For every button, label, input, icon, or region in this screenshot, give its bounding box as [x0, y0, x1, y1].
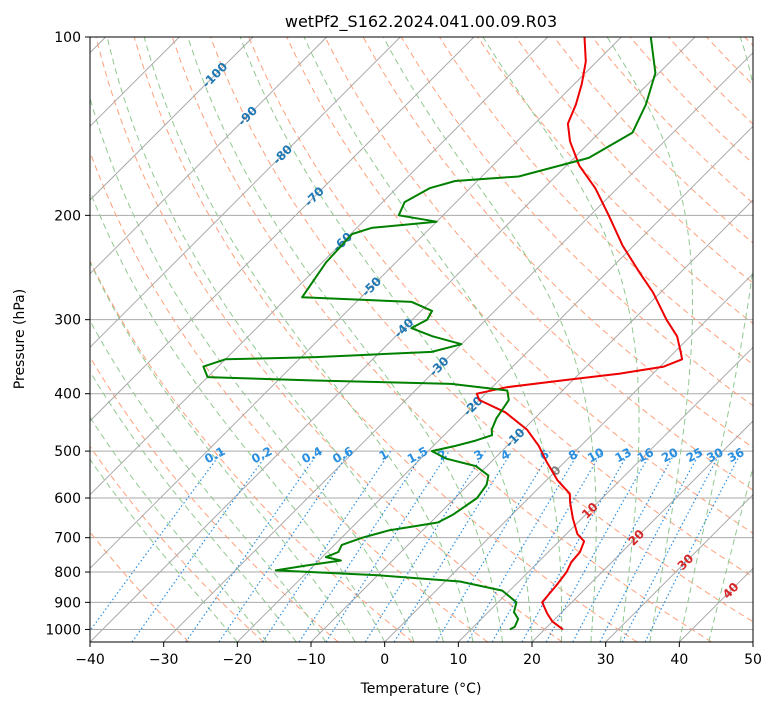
x-tick-label: 50 — [744, 652, 762, 668]
temperature-profile-line — [475, 37, 684, 631]
x-tick-label: −30 — [149, 652, 179, 668]
isotherm — [457, 346, 753, 642]
x-tick-label: 30 — [597, 652, 615, 668]
mixing-ratio-line — [218, 450, 351, 642]
mixing-ratio-label: 25 — [684, 445, 705, 465]
dry-adiabat — [286, 37, 753, 534]
x-tick-label: −10 — [296, 652, 326, 668]
y-tick-label: 400 — [54, 387, 81, 403]
mixing-ratio-line — [521, 450, 631, 642]
dry-adiabat — [515, 37, 753, 284]
x-tick-label: 0 — [380, 652, 389, 668]
isotherm — [90, 37, 328, 275]
mixing-ratio-line — [185, 450, 320, 642]
dry-adiabat — [90, 445, 264, 642]
dry-adiabat — [90, 356, 339, 642]
moist-adiabat — [90, 370, 297, 642]
y-tick-label: 100 — [54, 30, 81, 46]
moist-adiabat — [90, 416, 268, 642]
mixing-ratio-line — [262, 450, 392, 642]
isotherm — [90, 37, 549, 496]
mixing-ratio-line — [325, 450, 450, 642]
y-tick-label: 500 — [54, 444, 81, 460]
y-tick-label: 700 — [54, 531, 81, 547]
y-tick-label: 1000 — [45, 622, 81, 638]
isotherm — [605, 493, 753, 642]
mixing-ratio-label: 30 — [704, 445, 725, 465]
chart-title: wetPf2_S162.2024.041.00.09.R03 — [285, 12, 557, 32]
x-tick-label: −20 — [223, 652, 253, 668]
dry-adiabat — [210, 37, 753, 623]
plot-frame — [89, 36, 754, 643]
x-axis-ticks: −40 −30 −20 −10 0 10 20 30 40 50 — [75, 642, 762, 668]
isotherm — [90, 37, 622, 570]
isotherm — [236, 125, 753, 642]
moist-adiabat — [239, 37, 533, 642]
isotherm — [90, 37, 401, 349]
moist-adiabat — [382, 37, 597, 642]
moist-adiabats — [90, 37, 753, 642]
dry-adiabat — [248, 37, 753, 578]
mixing-ratio-label: 36 — [725, 445, 746, 465]
dry-adiabat — [90, 259, 414, 642]
dry-adiabat — [324, 37, 753, 491]
x-tick-label: −40 — [75, 652, 105, 668]
isotherm — [384, 272, 753, 642]
mixing-ratio-line — [545, 450, 653, 642]
mixing-ratio-line — [298, 450, 425, 642]
x-axis-label: Temperature (°C) — [360, 681, 482, 697]
isotherm — [90, 37, 254, 201]
moist-adiabat — [303, 37, 563, 642]
x-tick-label: 40 — [670, 652, 688, 668]
mixing-ratio-line — [131, 450, 270, 642]
mixing-ratio-label: 10 — [585, 445, 606, 465]
y-axis-label: Pressure (hPa) — [12, 289, 28, 389]
dry-adiabat — [95, 37, 563, 642]
y-tick-label: 600 — [54, 491, 81, 507]
moist-adiabat — [606, 37, 693, 642]
y-tick-label: 300 — [54, 313, 81, 329]
isotherms — [90, 37, 753, 642]
y-tick-label: 800 — [54, 565, 81, 581]
dry-adiabats — [90, 37, 753, 642]
x-tick-label: 20 — [523, 652, 541, 668]
sounding-series — [202, 37, 684, 631]
moist-adiabat — [708, 465, 753, 642]
pressure-gridlines — [90, 37, 753, 630]
plot-area: 0.1 0.2 0.4 0.6 1 1.5 2 3 4 6 8 10 13 16 20 25 30 36-100-… — [90, 37, 753, 642]
moist-adiabat — [90, 458, 238, 642]
moist-adiabat — [90, 319, 327, 642]
mixing-ratio-label: 20 — [659, 445, 680, 465]
isotherm — [310, 199, 753, 642]
y-tick-label: 900 — [54, 595, 81, 611]
moist-adiabat — [143, 37, 474, 642]
mixing-ratio-label: 13 — [613, 445, 634, 465]
dry-adiabat — [171, 37, 712, 642]
dry-adiabat — [133, 37, 638, 642]
moist-adiabat — [106, 37, 445, 642]
mixing-ratio-lines — [90, 450, 743, 642]
moist-adiabat — [678, 37, 753, 642]
dewpoint-profile-line — [202, 37, 657, 631]
isotherm — [90, 37, 475, 422]
isotherm — [531, 420, 753, 642]
isotherm — [163, 51, 753, 642]
mixing-ratio-line — [90, 450, 223, 632]
mixing-ratio-line — [393, 450, 513, 642]
mixing-ratio-line — [572, 450, 677, 642]
x-tick-label: 10 — [449, 652, 467, 668]
isotherm — [90, 37, 696, 642]
mixing-ratio-label: 16 — [635, 445, 656, 465]
y-tick-label: 200 — [54, 208, 81, 224]
moist-adiabat — [482, 37, 640, 642]
mixing-ratio-line — [644, 450, 743, 642]
y-axis-ticks: 100 200 300 400 500 600 700 800 900 1000 — [45, 30, 90, 638]
moist-adiabat — [90, 189, 386, 642]
moist-adiabat — [90, 260, 356, 642]
